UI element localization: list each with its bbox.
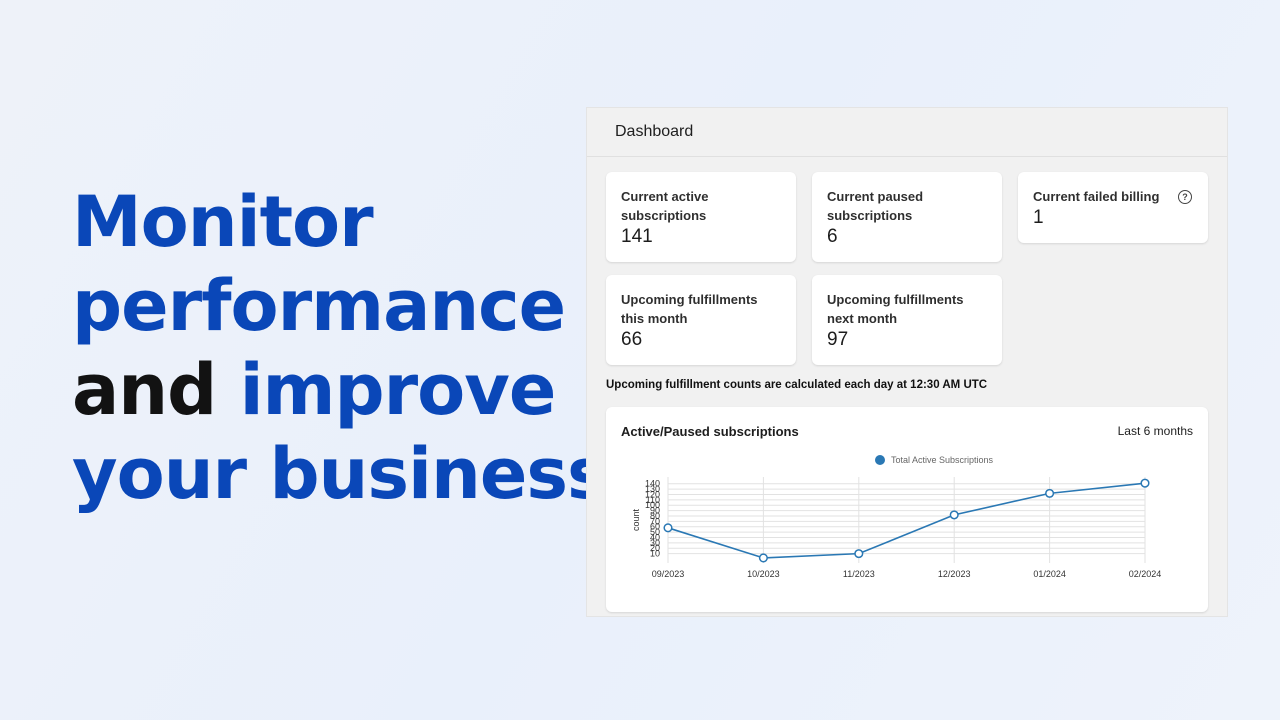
y-tick-label: 130 — [645, 484, 660, 494]
y-tick-label: 20 — [650, 543, 660, 553]
fulfillments-next-month-card: Upcoming fulfillments next month 97 — [812, 275, 1002, 365]
help-circle-icon[interactable]: ? — [1178, 190, 1192, 204]
dashboard-header: Dashboard — [587, 108, 1227, 157]
y-tick-label: 10 — [650, 549, 660, 559]
data-point — [949, 510, 959, 520]
card-label: Current paused subscriptions — [827, 189, 924, 223]
data-point — [758, 553, 768, 563]
y-tick-label: 80 — [650, 511, 660, 521]
headline-line-3: and improve — [72, 348, 608, 432]
x-tick-label: 12/2023 — [938, 569, 971, 579]
card-value: 141 — [621, 226, 653, 247]
data-point — [854, 549, 864, 559]
card-label: Current active subscriptions — [621, 189, 709, 223]
card-label: Upcoming fulfillments this month — [621, 292, 758, 326]
card-value: 66 — [621, 329, 643, 350]
failed-billing-card: Current failed billing 1 ? — [1018, 172, 1208, 243]
y-tick-label: 90 — [650, 506, 660, 516]
paused-subscriptions-card: Current paused subscriptions 6 — [812, 172, 1002, 262]
y-tick-label: 100 — [645, 500, 660, 510]
y-tick-label: 140 — [645, 479, 660, 489]
series-line — [667, 482, 1146, 559]
active-subscriptions-card: Current active subscriptions 141 — [606, 172, 796, 262]
fulfillment-note: Upcoming fulfillment counts are calculat… — [606, 379, 988, 391]
x-tick-label: 10/2023 — [747, 569, 780, 579]
fulfillments-this-month-card: Upcoming fulfillments this month 66 — [606, 275, 796, 365]
y-tick-label: 40 — [650, 532, 660, 542]
y-tick-label: 70 — [650, 516, 660, 526]
y-tick-label: 120 — [645, 489, 660, 499]
subscriptions-line-chart: Total Active Subscriptions 10203040506070… — [631, 455, 1162, 579]
dashboard-title: Dashboard — [615, 123, 694, 140]
dashboard-panel: Dashboard Current active subscriptions 1… — [587, 108, 1227, 616]
data-point — [1140, 478, 1150, 488]
y-tick-label: 50 — [650, 527, 660, 537]
headline-blue-word: improve — [239, 349, 557, 431]
card-value: 97 — [827, 329, 849, 350]
y-tick-label: 60 — [650, 522, 660, 532]
chart-title: Active/Paused subscriptions — [621, 424, 799, 439]
x-tick-label: 02/2024 — [1129, 569, 1162, 579]
card-label: Current failed billing — [1033, 189, 1160, 204]
headline-line-2: performance — [72, 265, 566, 347]
x-tick-label: 09/2023 — [652, 569, 685, 579]
data-point — [1045, 488, 1055, 498]
x-tick-label: 01/2024 — [1033, 569, 1066, 579]
card-value: 1 — [1033, 207, 1044, 228]
y-axis-label: count — [631, 508, 641, 531]
headline-dark-word: and — [72, 349, 217, 431]
legend-marker — [875, 455, 885, 465]
headline-line-4: your business — [72, 433, 609, 515]
y-tick-label: 110 — [646, 495, 660, 505]
data-point — [663, 523, 673, 533]
hero-headline: Monitor performance and improve your bus… — [72, 180, 609, 516]
y-tick-label: 30 — [650, 538, 660, 548]
subscriptions-chart-card: Active/Paused subscriptions Last 6 month… — [606, 407, 1208, 612]
x-tick-label: 11/2023 — [843, 569, 875, 579]
legend-label: Total Active Subscriptions — [891, 455, 994, 465]
headline-line-1: Monitor — [72, 181, 374, 263]
card-label: Upcoming fulfillments next month — [827, 292, 964, 326]
card-value: 6 — [827, 226, 838, 247]
chart-range-selector[interactable]: Last 6 months — [1117, 424, 1193, 438]
